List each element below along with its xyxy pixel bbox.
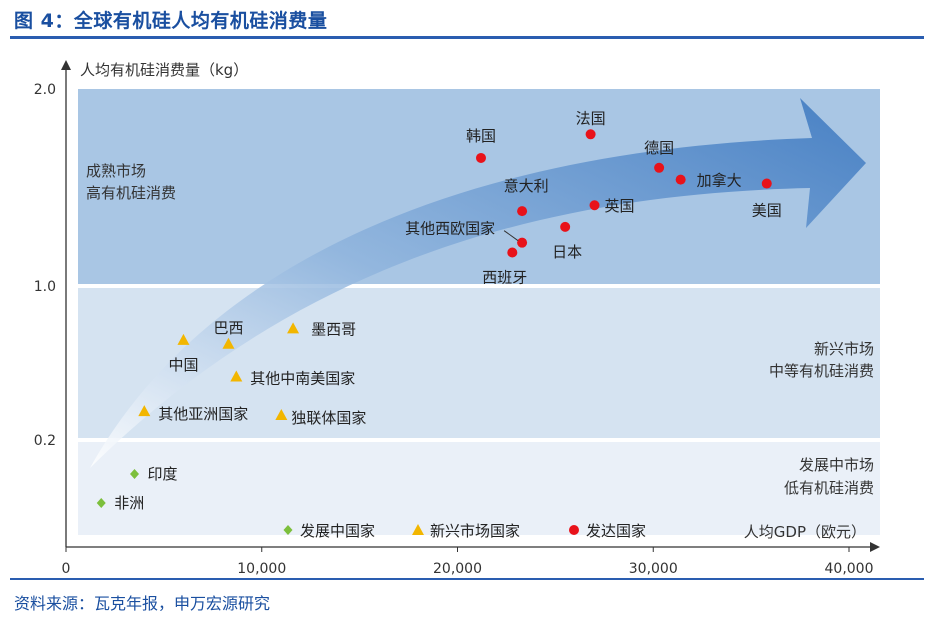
point-label-triangle-1: 巴西: [213, 319, 243, 337]
band-developing: [78, 442, 880, 535]
y-tick-label-1: 1.0: [34, 279, 56, 295]
data-point-circle-6: [589, 200, 600, 211]
data-point-triangle-4: [138, 405, 151, 417]
legend-marker-1: [412, 524, 424, 535]
point-label-triangle-4: 其他亚洲国家: [158, 405, 248, 423]
legend-marker-2: [569, 525, 579, 535]
point-label-circle-6: 英国: [605, 197, 635, 215]
legend-label-2: 发达国家: [586, 522, 646, 540]
source-note: 资料来源：瓦克年报，申万宏源研究: [14, 594, 271, 613]
data-point-diamond-0: [130, 468, 140, 479]
point-label-circle-1: 法国: [576, 109, 606, 127]
point-label-diamond-1: 非洲: [114, 494, 144, 512]
data-point-circle-7: [560, 221, 571, 232]
band-label-emerging-1: 中等有机硅消费: [769, 362, 874, 380]
point-label-circle-9: 西班牙: [482, 269, 527, 287]
y-tick-label-0: 0.2: [34, 433, 56, 449]
data-point-circle-3: [675, 174, 686, 185]
point-label-triangle-0: 中国: [168, 356, 198, 374]
band-label-emerging-0: 新兴市场: [814, 340, 874, 358]
data-point-diamond-1: [96, 498, 106, 509]
source-rule: [10, 578, 924, 580]
band-label-mature-1: 高有机硅消费: [86, 184, 176, 202]
data-point-circle-8: [517, 237, 528, 248]
point-label-circle-3: 加拿大: [697, 172, 742, 190]
x-tick-label-1: 10,000: [237, 561, 286, 577]
y-tick-label-2: 2.0: [34, 82, 56, 98]
legend-label-1: 新兴市场国家: [430, 522, 520, 540]
data-point-triangle-3: [230, 370, 243, 382]
point-label-circle-5: 意大利: [504, 177, 549, 195]
band-label-developing-0: 发展中市场: [799, 456, 874, 474]
legend-label-0: 发展中国家: [300, 522, 375, 540]
x-tick-label-0: 0: [62, 561, 71, 577]
x-tick-label-4: 40,000: [825, 561, 874, 577]
band-label-mature-0: 成熟市场: [86, 162, 146, 180]
data-point-circle-4: [761, 178, 772, 189]
data-point-triangle-5: [275, 408, 288, 420]
point-label-triangle-5: 独联体国家: [291, 409, 366, 427]
x-tick-label-2: 20,000: [433, 561, 482, 577]
point-label-circle-0: 韩国: [466, 127, 496, 145]
y-axis-arrowhead: [61, 60, 71, 70]
data-point-circle-1: [585, 129, 596, 140]
data-point-triangle-0: [177, 333, 190, 345]
leader-line: [503, 230, 519, 242]
point-label-circle-2: 德国: [644, 139, 674, 157]
point-label-diamond-0: 印度: [148, 465, 178, 483]
data-point-triangle-2: [287, 322, 300, 334]
point-label-circle-8: 其他西欧国家: [405, 220, 495, 238]
legend-marker-0: [283, 525, 293, 535]
x-tick-label-3: 30,000: [629, 561, 678, 577]
y-axis-label: 人均有机硅消费量（kg）: [80, 61, 248, 79]
point-label-triangle-2: 墨西哥: [311, 320, 356, 338]
point-label-circle-7: 日本: [552, 243, 582, 261]
data-point-circle-5: [517, 206, 528, 217]
data-point-circle-9: [507, 247, 518, 258]
band-label-developing-1: 低有机硅消费: [784, 479, 874, 497]
data-point-circle-2: [654, 162, 665, 173]
point-label-circle-4: 美国: [752, 202, 782, 220]
x-axis-arrowhead: [870, 542, 880, 552]
point-label-triangle-3: 其他中南美国家: [250, 369, 355, 387]
figure-title: 图 4：全球有机硅人均有机硅消费量: [14, 10, 328, 32]
data-point-triangle-1: [222, 337, 235, 349]
title-rule: [10, 36, 924, 39]
data-point-circle-0: [475, 152, 486, 163]
x-axis-label: 人均GDP（欧元）: [744, 523, 866, 541]
growth-arrow: [90, 98, 866, 468]
